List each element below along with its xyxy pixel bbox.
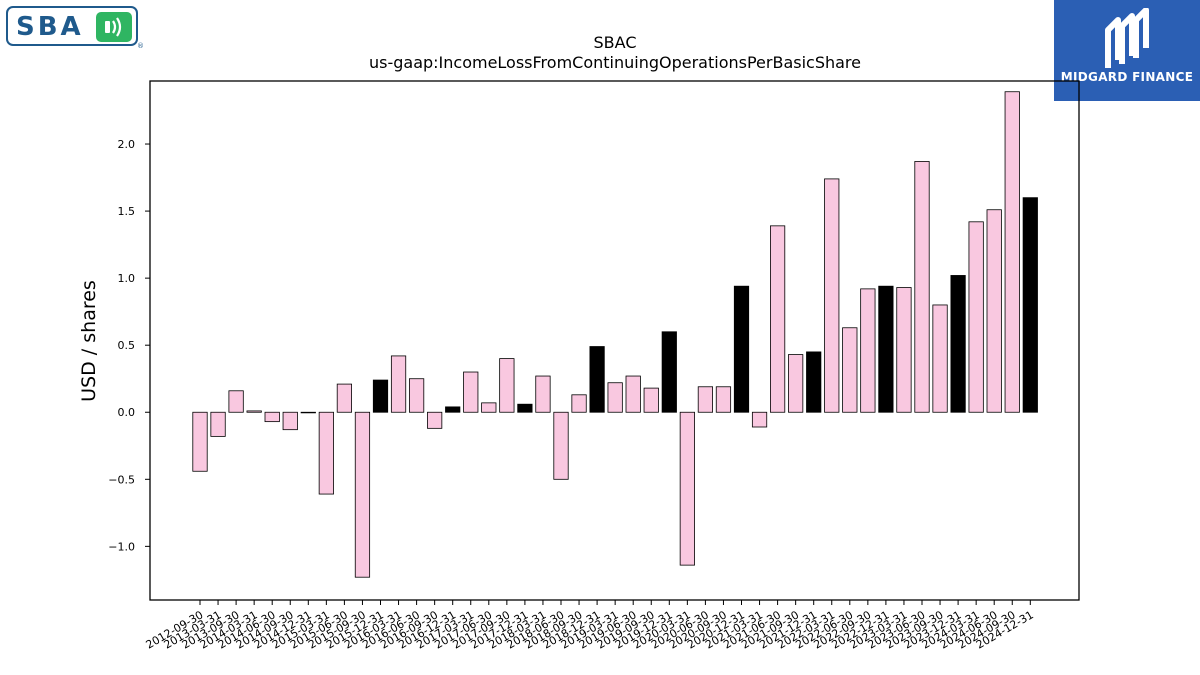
bar-2012-09-30 [192,411,208,472]
bar-2021-09-30 [788,354,804,413]
bar-2019-03-31 [607,382,623,413]
bar-2019-06-30 [625,375,641,413]
bar-2015-09-30 [354,411,371,578]
bar-2018-09-30 [571,394,587,413]
bar-2013-09-30 [228,390,244,413]
midgard-m-icon [1105,8,1149,68]
bar-2014-06-30 [264,411,280,423]
bar-2022-06-30 [842,327,858,413]
bar-2015-03-31 [318,411,334,495]
bar-2017-09-30 [499,358,515,413]
bar-2021-12-31 [806,351,822,413]
registered-mark-icon: ® [137,42,144,50]
bar-2018-03-31 [535,375,551,413]
chart-title: SBAC [594,33,637,52]
bar-2020-03-31 [679,411,695,566]
bar-2024-12-31 [1022,197,1038,413]
bar-2021-03-31 [751,411,768,428]
midgard-finance-wordmark: MIDGARD FINANCE [1060,70,1194,84]
chart-subtitle: us-gaap:IncomeLossFromContinuingOperatio… [369,53,861,72]
wireless-signal-icon [96,12,132,42]
sba-logo-text: SBA [16,12,84,42]
bar-2022-12-31 [878,285,894,413]
bar-2017-06-30 [481,402,497,413]
y-tick-label: 1.0 [118,272,136,285]
y-tick-label: −1.0 [108,540,135,553]
bar-2020-12-31 [733,285,750,413]
bar-2020-09-30 [715,386,732,413]
bar-2023-09-30 [932,304,948,413]
y-tick-label: 2.0 [118,138,136,151]
bar-2015-12-31 [372,379,389,413]
bar-2016-12-31 [445,406,461,413]
y-tick-label: 0.5 [118,339,136,352]
y-tick-label: 0.0 [118,406,136,419]
bar-2016-09-30 [427,411,443,429]
bar-2017-03-31 [463,371,479,413]
bar-2013-03-31 [210,411,226,437]
bar-2023-12-31 [950,275,966,413]
bar-2024-09-30 [1004,91,1020,413]
bar-2017-12-31 [517,403,533,413]
y-axis-label: USD / shares [78,280,100,402]
bar-2019-09-30 [643,387,659,413]
plot-frame [149,80,1080,601]
y-axis: −1.0 −0.5 0.0 0.5 1.0 1.5 2.0 [108,138,150,553]
bar-2019-12-31 [661,331,677,413]
midgard-finance-logo: MIDGARD FINANCE [1054,0,1200,101]
bar-2014-09-30 [282,411,298,431]
bar-2014-03-31 [246,410,262,413]
y-tick-label: 1.5 [118,205,136,218]
bar-2020-06-30 [697,386,714,413]
bar-2014-12-31 [300,411,316,414]
bar-2015-06-30 [336,383,353,413]
bar-2018-12-31 [589,346,605,413]
bar-2024-03-31 [968,221,984,413]
bar-2016-06-30 [408,378,425,413]
bar-2021-06-30 [770,225,786,413]
bar-2016-03-31 [390,355,407,413]
bar-2022-09-30 [860,288,876,413]
bar-2024-06-30 [986,209,1002,413]
bar-2023-03-31 [896,287,912,413]
bar-2023-06-30 [914,161,930,413]
bars-group [192,91,1038,578]
sba-logo: SBA ® [6,6,144,50]
bar-2022-03-31 [824,178,840,413]
y-tick-label: −0.5 [108,473,135,486]
x-axis: 2012-09-302013-03-312013-09-302014-03-31… [144,600,1036,652]
bar-2018-06-30 [553,411,569,480]
